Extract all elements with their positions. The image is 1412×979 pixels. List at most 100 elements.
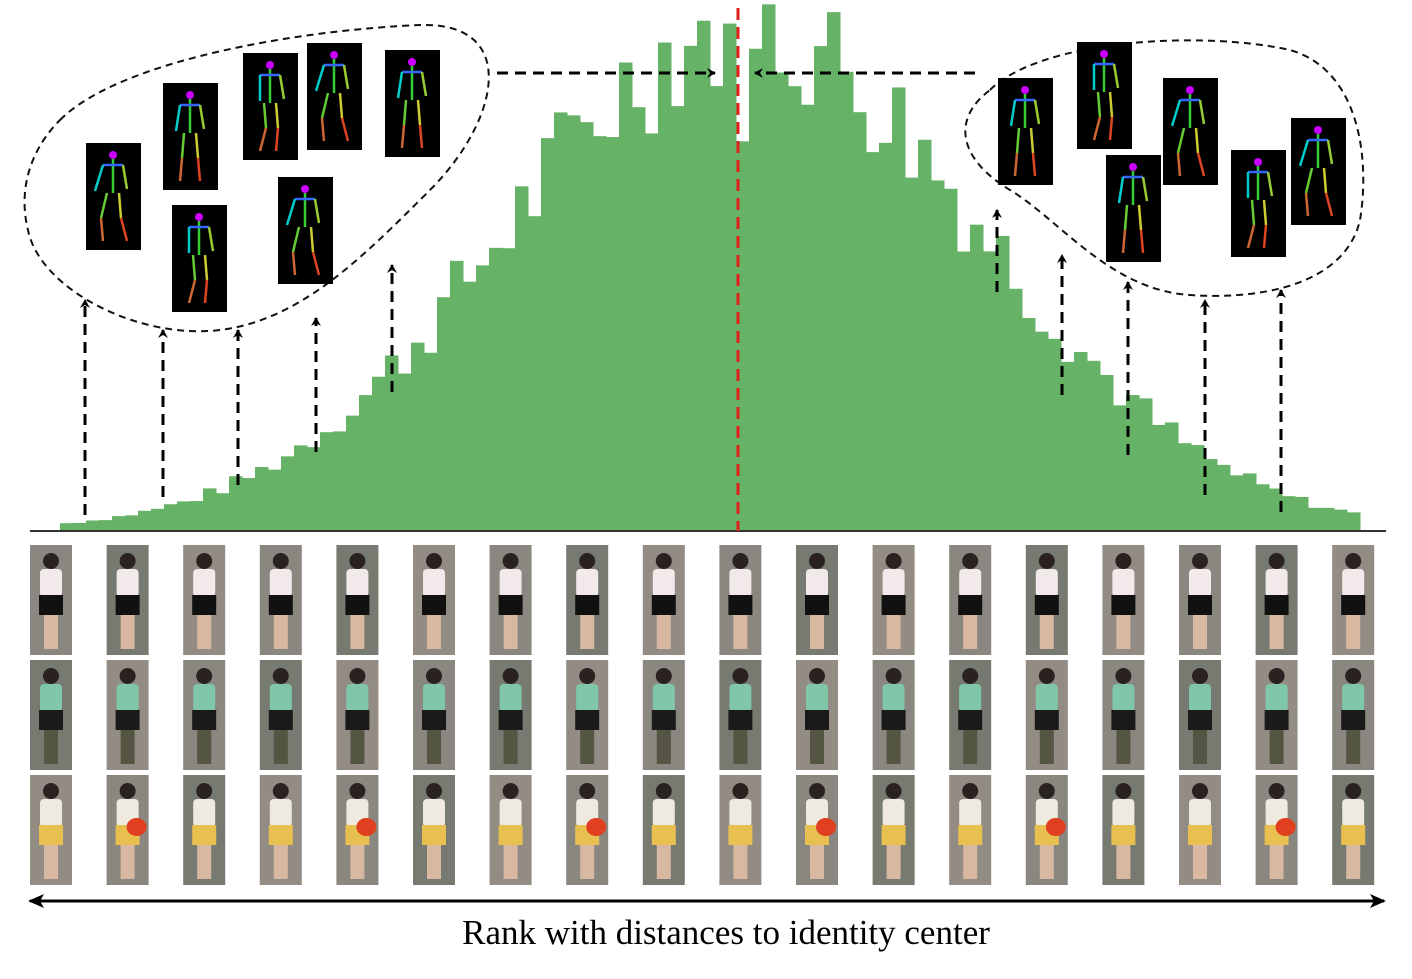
pose-limb (1096, 91, 1102, 118)
photo-bottom (422, 710, 446, 730)
histogram-bar (86, 520, 100, 531)
photo-bottom (575, 595, 600, 615)
pose-limb (1304, 167, 1314, 194)
pose-limb (99, 217, 105, 242)
photo-head (43, 668, 59, 684)
photo-bottom (345, 710, 370, 730)
photo-bottom (1111, 595, 1136, 615)
photo-legs (580, 730, 595, 764)
photo-top (499, 684, 522, 712)
person-photo (183, 545, 226, 655)
person-photo (1102, 660, 1145, 770)
photo-head (426, 783, 442, 799)
photo-head (732, 553, 749, 569)
person-photo (642, 545, 685, 655)
histogram-bar (1256, 484, 1270, 531)
histogram-bar (931, 180, 945, 531)
photo-legs (1039, 615, 1054, 649)
histogram-bar (580, 122, 594, 532)
photo-legs (1193, 615, 1207, 649)
histogram-bar (801, 104, 815, 531)
person-photo (30, 775, 72, 885)
photo-head (349, 553, 366, 569)
histogram-bar (606, 137, 620, 531)
pose-limb (1117, 176, 1125, 204)
photo-top (269, 684, 292, 712)
photo-legs (1346, 730, 1361, 764)
person-photo (1102, 545, 1145, 655)
photo-head (272, 783, 289, 799)
pose-limb (258, 127, 268, 152)
person-photo (1255, 775, 1298, 885)
person-photo (30, 545, 72, 655)
photo-head (579, 668, 596, 684)
pose-limb (320, 92, 330, 119)
histogram-bar (697, 20, 711, 531)
person-photo (336, 775, 379, 885)
histogram-bar (411, 342, 425, 531)
photo-head (1038, 783, 1055, 799)
photo-head (1268, 668, 1285, 684)
histogram-bar (515, 186, 529, 531)
photo-head (272, 668, 289, 684)
person-photo (719, 545, 762, 655)
pose-limb (194, 132, 200, 159)
photo-top (499, 569, 522, 597)
photo-head (119, 553, 136, 569)
person-photo (949, 660, 992, 770)
person-photo (719, 660, 762, 770)
photo-legs (350, 845, 365, 879)
photo-head (962, 783, 979, 799)
histogram-bar (60, 523, 74, 531)
photo-head (732, 783, 749, 799)
pose-limb (119, 217, 129, 242)
photo-legs (580, 845, 595, 879)
photo-bag (1275, 818, 1296, 836)
photo-head (196, 553, 213, 569)
pose-limb (1262, 199, 1268, 226)
photo-top (959, 799, 982, 827)
person-photo (566, 660, 609, 770)
photo-bottom (268, 710, 293, 730)
photo-head (1345, 553, 1362, 569)
pose-limb (1139, 229, 1145, 254)
histogram-bar (385, 355, 399, 531)
histogram-bar (1152, 424, 1166, 531)
photo-top (193, 684, 216, 712)
photo-bottom (728, 595, 753, 615)
histogram-bar (1321, 507, 1335, 531)
histogram-bar (1269, 488, 1283, 531)
photo-legs (1193, 730, 1207, 764)
histogram-bar (307, 447, 321, 531)
photo-bottom (881, 595, 906, 615)
photo-head (272, 553, 289, 569)
photo-head (962, 668, 979, 684)
photo-bottom (575, 710, 600, 730)
photo-legs (1269, 730, 1284, 764)
pose-limb (1266, 171, 1274, 197)
histogram-bar (1308, 507, 1322, 531)
histogram-bar (593, 136, 607, 531)
pose-thumbnail (385, 50, 440, 157)
photo-top (1265, 684, 1288, 712)
histogram-bar (1347, 512, 1361, 531)
histogram-bar (1165, 422, 1179, 531)
photo-legs (1116, 615, 1131, 649)
photo-head (809, 783, 825, 799)
pose-limb (1194, 127, 1200, 154)
photo-top (499, 799, 522, 827)
photo-top (652, 684, 675, 712)
photo-head (1038, 553, 1055, 569)
photo-bottom (39, 825, 63, 845)
photo-top (806, 569, 828, 597)
photo-bottom (1264, 595, 1289, 615)
photo-head (809, 668, 825, 684)
person-photo (1332, 545, 1375, 655)
histogram-bar (1022, 318, 1036, 531)
photo-top (1112, 684, 1135, 712)
photo-legs (886, 615, 901, 649)
histogram-bar (164, 504, 178, 531)
pose-limb (99, 192, 109, 219)
histogram-bar (73, 522, 87, 531)
